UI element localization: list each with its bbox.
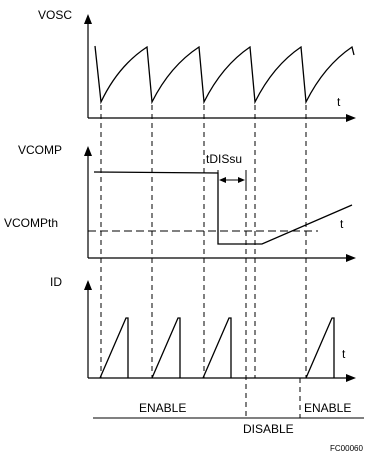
vcomp-waveform (93, 171, 353, 245)
vosc-y-arrow (84, 14, 92, 24)
id-x-arrow (346, 374, 356, 382)
vosc-x-arrow (346, 114, 356, 122)
tdissu-arrow-left (219, 177, 226, 183)
state-disable: DISABLE (243, 422, 294, 436)
vosc-panel (84, 14, 356, 122)
state-enable-right: ENABLE (304, 401, 351, 415)
timing-markers (100, 105, 307, 418)
vcomp-y-arrow (84, 146, 92, 156)
figure-code: FC00060 (330, 444, 363, 453)
id-t-label: t (342, 347, 346, 361)
vcomp-t-label: t (340, 217, 344, 231)
id-label: ID (50, 275, 62, 289)
id-y-arrow (84, 280, 92, 290)
vcomp-x-arrow (346, 254, 356, 262)
vosc-waveform (94, 45, 355, 105)
vcomp-threshold-label: VCOMPth (4, 216, 58, 230)
vosc-label: VOSC (38, 8, 72, 22)
id-pulse-1 (99, 317, 129, 379)
vosc-t-label: t (337, 95, 341, 109)
id-panel (84, 280, 356, 382)
id-pulse-3 (202, 317, 232, 379)
state-enable-left: ENABLE (139, 401, 186, 415)
vcomp-label: VCOMP (18, 143, 62, 157)
tdissu-label: tDISsu (206, 152, 242, 166)
id-pulse-2 (151, 317, 181, 379)
id-pulse-4 (305, 317, 335, 379)
tdissu-arrow-right (238, 177, 245, 183)
vcomp-panel (84, 146, 356, 262)
